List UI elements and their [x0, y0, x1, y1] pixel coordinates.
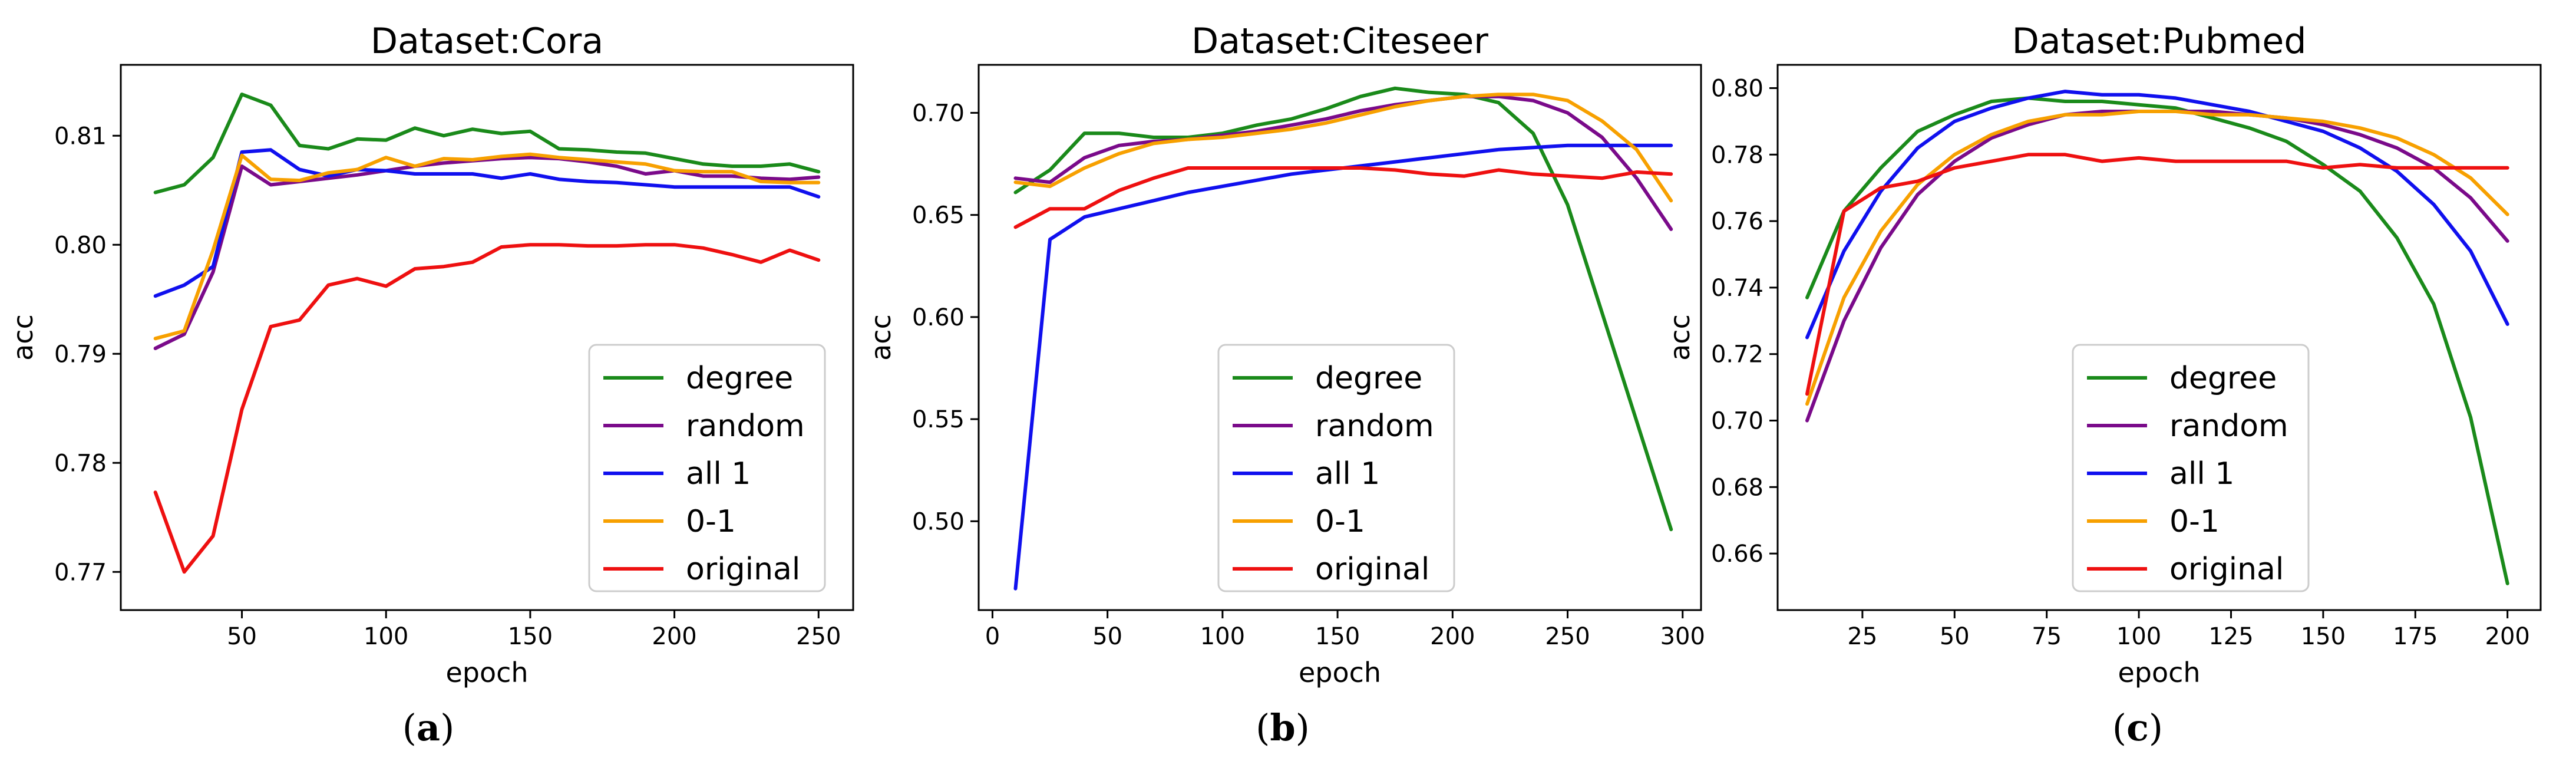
legend-label-all-1: all 1: [1315, 456, 1380, 492]
x-tick-label: 200: [652, 623, 696, 650]
y-tick-label: 0.60: [912, 304, 965, 331]
y-tick-label: 0.78: [54, 450, 107, 477]
legend-label-0-1: 0-1: [686, 504, 736, 539]
series-line-random: [1013, 94, 1673, 231]
legend: degree random all 1 0-1 original: [1217, 344, 1455, 592]
x-tick-label: 150: [1315, 623, 1360, 650]
plot-frame: [977, 64, 1702, 611]
y-tick-label: 0.79: [54, 341, 107, 368]
chart-title: Dataset:Pubmed: [2012, 21, 2307, 62]
subfigure-label-a: (a): [402, 706, 455, 749]
x-tick-label: 200: [2485, 623, 2530, 650]
series-line-original: [1013, 166, 1673, 229]
legend-box: [588, 344, 826, 592]
y-tick-label: 0.81: [54, 123, 107, 150]
y-tick-label: 0.50: [912, 508, 965, 535]
x-tick-label: 25: [1847, 623, 1877, 650]
x-tick-label: 250: [1545, 623, 1590, 650]
x-tick-label: 75: [2032, 623, 2062, 650]
plot-frame: [120, 64, 854, 611]
x-tick-label: 200: [1430, 623, 1475, 650]
x-tick-label: 300: [1660, 623, 1705, 650]
y-tick-label: 0.80: [1711, 75, 1763, 102]
plot-frame: [1776, 64, 2542, 611]
x-tick-label: 100: [364, 623, 408, 650]
x-tick-label: 50: [227, 623, 257, 650]
y-axis-label: acc: [7, 314, 39, 361]
y-tick-label: 0.80: [54, 232, 107, 259]
series-line-degree: [1013, 86, 1673, 532]
x-tick-label: 100: [1200, 623, 1245, 650]
y-tick-label: 0.70: [912, 100, 965, 127]
x-tick-label: 175: [2393, 623, 2438, 650]
legend-label-degree: degree: [1315, 361, 1422, 396]
legend-label-random: random: [686, 408, 805, 444]
legend: degree random all 1 0-1 original: [588, 344, 826, 592]
y-axis-label: acc: [865, 314, 897, 361]
legend-label-random: random: [2169, 408, 2288, 444]
y-tick-label: 0.70: [1711, 408, 1763, 435]
legend-label-original: original: [1315, 552, 1429, 587]
y-tick-label: 0.65: [912, 202, 965, 229]
series-line-0-1: [153, 152, 821, 341]
x-tick-label: 125: [2208, 623, 2253, 650]
legend-box: [1217, 344, 1455, 592]
x-tick-label: 50: [1092, 623, 1122, 650]
legend-label-original: original: [686, 552, 800, 587]
x-tick-label: 150: [2301, 623, 2346, 650]
legend-label-0-1: 0-1: [2169, 504, 2220, 539]
series-line-original: [1805, 153, 2509, 396]
y-tick-label: 0.68: [1711, 474, 1763, 501]
panel-pubmed: 25 50 75 100 125 150 175 200 0.66 0.68 0.70 0.72 0.7…: [1664, 21, 2542, 688]
x-axis-label: epoch: [445, 657, 528, 688]
legend-label-0-1: 0-1: [1315, 504, 1365, 539]
x-tick-label: 150: [508, 623, 553, 650]
x-tick-label: 50: [1940, 623, 1970, 650]
series-line-degree: [1805, 96, 2509, 585]
series-line-all-1: [153, 148, 821, 298]
panel-citeseer: 0 50 100 150 200 250 300 0.50 0.55 0.60 0.65 0.70 Da…: [865, 21, 1705, 688]
x-tick-label: 100: [2116, 623, 2161, 650]
x-axis-label: epoch: [1299, 657, 1381, 688]
series-line-degree: [153, 93, 821, 195]
y-tick-label: 0.74: [1711, 275, 1763, 302]
legend-label-degree: degree: [2169, 361, 2277, 396]
x-axis-label: epoch: [2118, 657, 2200, 688]
y-tick-label: 0.55: [912, 406, 965, 433]
legend-label-original: original: [2169, 552, 2284, 587]
series-line-original: [153, 243, 821, 574]
legend-label-all-1: all 1: [686, 456, 751, 492]
series-line-0-1: [1013, 93, 1673, 203]
chart-title: Dataset:Citeseer: [1191, 21, 1488, 62]
y-tick-label: 0.78: [1711, 141, 1763, 169]
legend-label-all-1: all 1: [2169, 456, 2234, 492]
legend-box: [2072, 344, 2310, 592]
x-tick-label: 0: [985, 623, 1000, 650]
x-tick-label: 250: [796, 623, 841, 650]
subfigure-label-b: (b): [1256, 706, 1310, 749]
y-tick-label: 0.77: [54, 559, 107, 586]
chart-title: Dataset:Cora: [371, 21, 603, 62]
y-axis-label: acc: [1664, 314, 1696, 361]
legend-label-degree: degree: [686, 361, 793, 396]
panel-cora: 50 100 150 200 250 0.77 0.78 0.79 0.80 0.81 Datase…: [7, 21, 854, 688]
y-tick-label: 0.76: [1711, 208, 1763, 235]
y-tick-label: 0.72: [1711, 341, 1763, 368]
y-tick-label: 0.66: [1711, 541, 1763, 568]
legend-label-random: random: [1315, 408, 1434, 444]
legend: degree random all 1 0-1 original: [2072, 344, 2310, 592]
subfigure-label-c: (c): [2112, 706, 2163, 749]
series-line-all-1: [1805, 90, 2509, 340]
